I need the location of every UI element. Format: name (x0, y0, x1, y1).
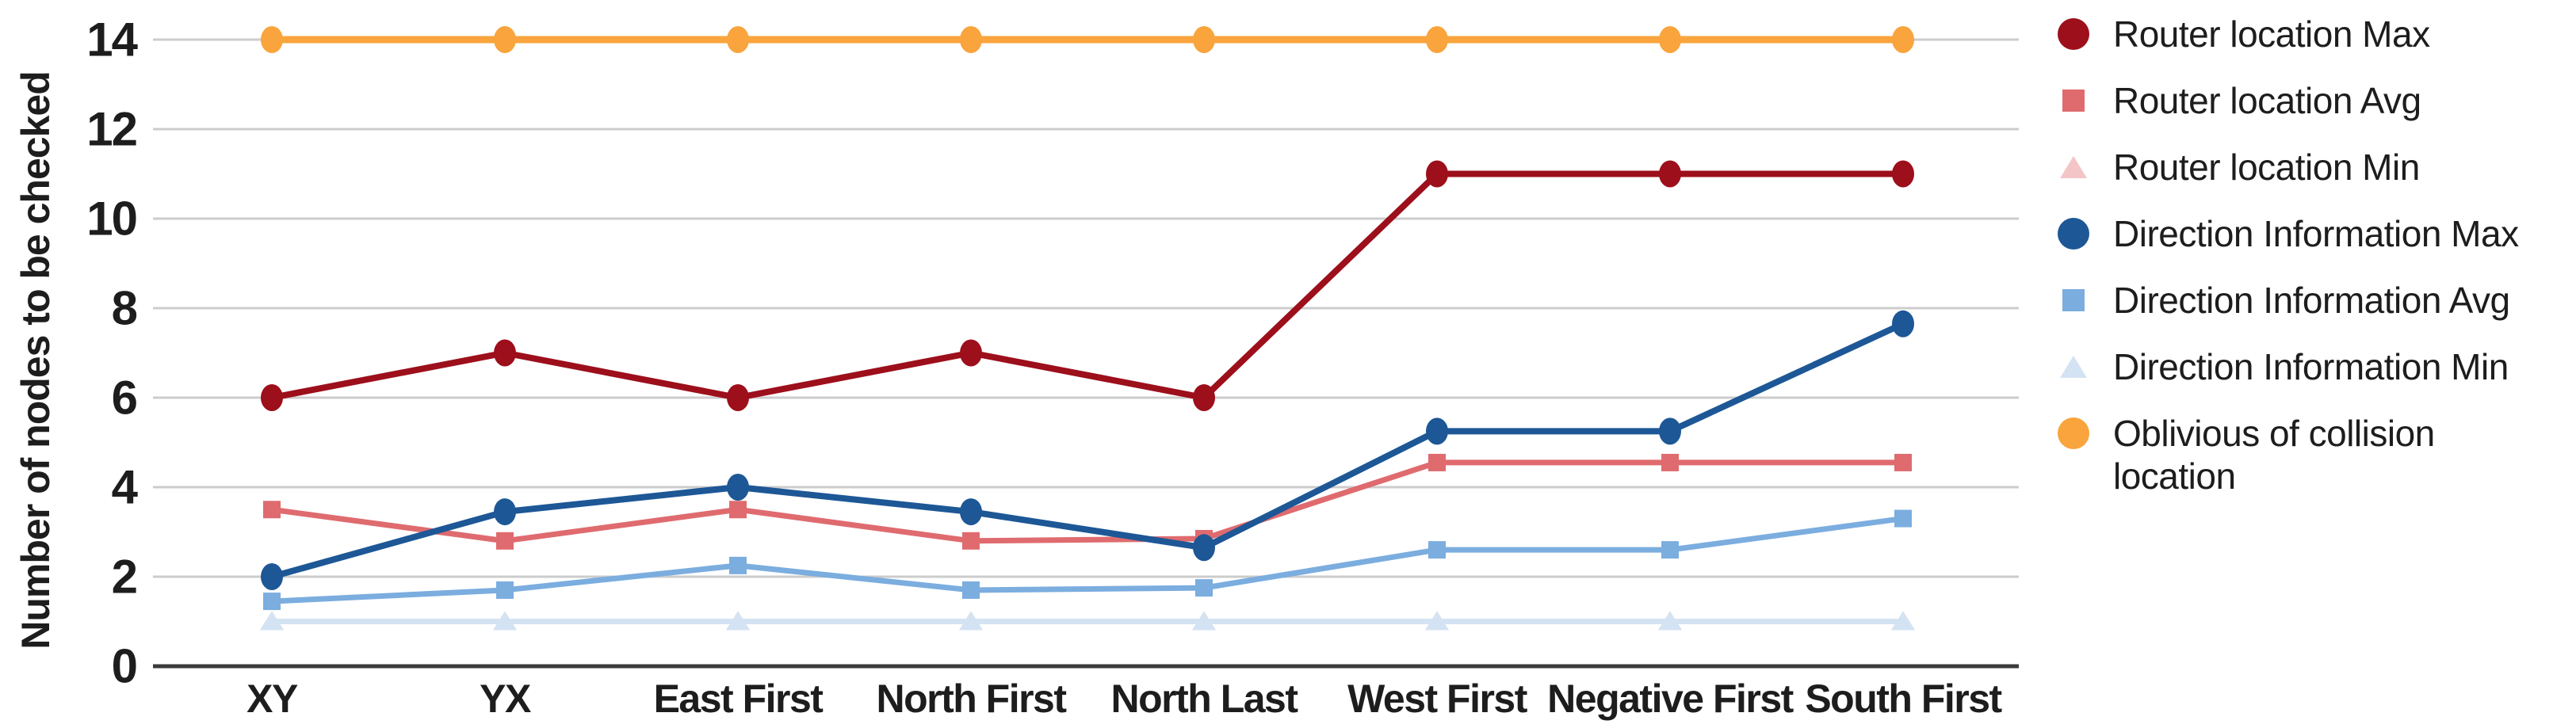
marker-router-location-avg-south-first (1894, 453, 1912, 471)
legend-swatch-router-location-avg (2062, 90, 2085, 112)
marker-direction-information-avg-south-first (1894, 509, 1912, 528)
series-line-direction-information-avg (271, 516, 1904, 604)
legend-item-direction-information-min: Direction Information Min (2051, 345, 2566, 388)
marker-direction-information-avg-negative-first (1661, 541, 1679, 559)
legend-item-router-location-min: Router location Min (2051, 146, 2566, 189)
marker-direction-information-avg-west-first (1428, 541, 1446, 559)
y-tick-label-6: 6 (112, 372, 137, 425)
legend-item-oblivious-of-collision-location: Oblivious of collision location (2051, 412, 2566, 497)
legend-swatch-router-location-min (2060, 156, 2087, 178)
series-line-direction-information-max (270, 321, 1905, 580)
triangle-marker-icon (2051, 146, 2096, 189)
square-marker-icon (2051, 279, 2096, 322)
marker-router-location-avg-north-first (962, 532, 980, 550)
marker-oblivious-of-collision-location-east-first (727, 26, 749, 53)
marker-direction-information-min-south-first (1891, 611, 1915, 631)
marker-direction-information-avg-east-first (729, 556, 747, 574)
marker-router-location-avg-east-first (729, 501, 747, 519)
square-marker-icon (2051, 79, 2096, 122)
marker-router-location-avg-yx (496, 532, 514, 550)
marker-direction-information-min-north-last (1192, 611, 1216, 631)
legend-item-router-location-avg: Router location Avg (2051, 79, 2566, 122)
legend-label-direction-information-min: Direction Information Min (2113, 346, 2509, 387)
y-tick-label-12: 12 (86, 103, 136, 156)
marker-direction-information-max-south-first (1892, 310, 1914, 337)
y-tick-label-2: 2 (112, 551, 136, 604)
legend-item-router-location-max: Router location Max (2051, 13, 2566, 55)
marker-direction-information-max-west-first (1426, 417, 1448, 445)
x-tick-label-north-last: North Last (1111, 677, 1299, 721)
marker-direction-information-max-xy (261, 563, 283, 590)
legend-swatch-router-location-max (2058, 18, 2089, 50)
marker-direction-information-max-north-first (960, 498, 982, 526)
marker-router-location-max-north-first (960, 339, 982, 367)
marker-router-location-max-xy (261, 384, 283, 411)
marker-direction-information-min-xy (260, 611, 284, 631)
marker-oblivious-of-collision-location-north-last (1193, 26, 1215, 53)
marker-direction-information-min-west-first (1425, 611, 1449, 631)
marker-router-location-max-east-first (727, 384, 749, 411)
y-tick-label-8: 8 (112, 282, 137, 335)
marker-direction-information-min-negative-first (1658, 611, 1682, 631)
circle-marker-icon (2051, 212, 2096, 255)
marker-router-location-avg-xy (263, 501, 281, 519)
circle-marker-icon (2051, 13, 2096, 55)
legend-label-direction-information-avg: Direction Information Avg (2113, 280, 2510, 321)
marker-router-location-max-south-first (1892, 160, 1914, 188)
legend-label-oblivious-of-collision-location: Oblivious of collision location (2113, 413, 2435, 497)
marker-router-location-max-north-last (1193, 384, 1215, 411)
legend-item-direction-information-avg: Direction Information Avg (2051, 279, 2566, 322)
marker-oblivious-of-collision-location-south-first (1892, 26, 1914, 53)
x-tick-label-xy: XY (247, 677, 298, 721)
marker-direction-information-min-east-first (726, 611, 750, 631)
x-tick-label-east-first: East First (654, 677, 824, 721)
marker-direction-information-min-yx (493, 611, 517, 631)
marker-direction-information-min-north-first (959, 611, 983, 631)
marker-direction-information-max-negative-first (1659, 417, 1681, 445)
legend-label-direction-information-max: Direction Information Max (2113, 213, 2519, 254)
y-tick-label-4: 4 (112, 461, 139, 514)
legend-label-router-location-avg: Router location Avg (2113, 80, 2421, 121)
legend-swatch-oblivious-of-collision-location (2058, 417, 2089, 449)
x-tick-label-north-first: North First (876, 677, 1067, 721)
legend: Router location Max Router location Avg Ro… (2051, 13, 2566, 497)
marker-router-location-avg-negative-first (1661, 453, 1679, 471)
line-chart: 0 2 4 6 8 10 12 14 XY YX East First North First Nort… (13, 13, 2019, 721)
y-tick-label-0: 0 (112, 640, 136, 693)
x-tick-label-negative-first: Negative First (1547, 677, 1794, 721)
marker-direction-information-max-yx (494, 498, 516, 526)
x-tick-label-west-first: West First (1347, 677, 1528, 721)
marker-oblivious-of-collision-location-yx (494, 26, 516, 53)
marker-oblivious-of-collision-location-negative-first (1659, 26, 1681, 53)
y-tick-label-14: 14 (86, 13, 138, 67)
legend-swatch-direction-information-max (2058, 218, 2089, 250)
y-axis-title: Number of nodes to be checked (13, 71, 58, 649)
circle-marker-icon (2051, 412, 2096, 455)
marker-router-location-max-west-first (1426, 160, 1448, 188)
marker-direction-information-avg-north-first (962, 581, 980, 599)
marker-oblivious-of-collision-location-north-first (960, 26, 982, 53)
y-tick-label-10: 10 (86, 192, 136, 246)
legend-swatch-direction-information-min (2060, 356, 2087, 378)
x-tick-label-yx: YX (480, 677, 531, 721)
marker-router-location-max-negative-first (1659, 160, 1681, 188)
legend-label-router-location-max: Router location Max (2113, 13, 2430, 55)
legend-item-direction-information-max: Direction Information Max (2051, 212, 2566, 255)
marker-direction-information-avg-yx (496, 581, 514, 599)
triangle-marker-icon (2051, 345, 2096, 388)
series-line-router-location-avg (271, 459, 1903, 544)
marker-direction-information-avg-xy (263, 593, 281, 611)
marker-router-location-max-yx (494, 339, 516, 367)
marker-oblivious-of-collision-location-xy (261, 26, 283, 53)
series-line-router-location-max (271, 170, 1903, 401)
legend-label-router-location-min: Router location Min (2113, 147, 2420, 188)
marker-router-location-avg-west-first (1428, 453, 1446, 471)
marker-direction-information-max-east-first (727, 474, 749, 501)
legend-swatch-direction-information-avg (2062, 289, 2085, 311)
marker-direction-information-avg-north-last (1195, 579, 1213, 597)
marker-direction-information-max-north-last (1193, 534, 1215, 562)
marker-oblivious-of-collision-location-west-first (1426, 26, 1448, 53)
x-tick-label-south-first: South First (1805, 677, 2002, 721)
